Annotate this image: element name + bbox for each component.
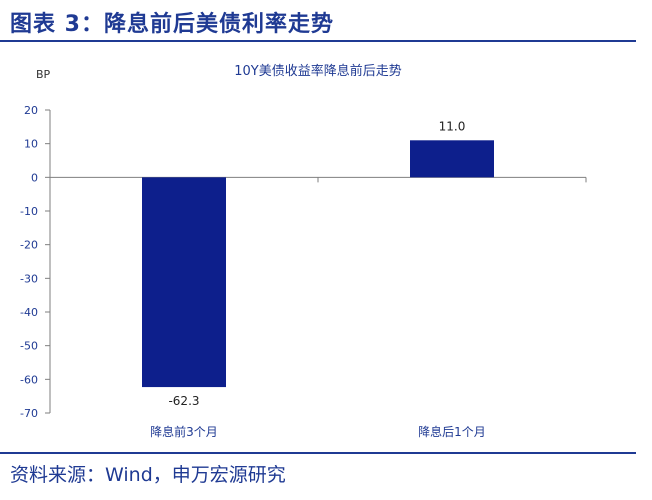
chart-title: 10Y美债收益率降息前后走势 (234, 63, 401, 79)
y-tick-label: -10 (20, 205, 38, 218)
y-tick-label: -70 (20, 407, 38, 420)
source-note: 资料来源：Wind，申万宏源研究 (10, 464, 286, 486)
y-tick-label: -40 (20, 306, 38, 319)
data-label: 11.0 (439, 119, 466, 133)
y-tick-label: -60 (20, 373, 38, 386)
y-tick-label: 10 (24, 138, 38, 151)
y-tick-label: -50 (20, 340, 38, 353)
figure-title: 图表 3：降息前后美债利率走势 (10, 12, 334, 37)
bar (410, 140, 494, 178)
bar-chart: 10Y美债收益率降息前后走势 BP 20 10 0 -10 -20 -30 -40 -50 -60 -… (20, 63, 587, 439)
bar (142, 177, 226, 388)
y-tick-label: 20 (24, 104, 38, 117)
header-rule (0, 40, 636, 42)
y-tick-label: 0 (31, 171, 38, 184)
footer-rule (0, 452, 636, 454)
figure-header: 图表 3：降息前后美债利率走势 (0, 0, 652, 44)
y-axis-label: BP (36, 68, 51, 81)
chart-area: 10Y美债收益率降息前后走势 BP 20 10 0 -10 -20 -30 -40 -50 -60 -… (0, 44, 652, 450)
y-tick-label: -30 (20, 272, 38, 285)
x-tick-label: 降息前3个月 (150, 424, 218, 439)
x-tick-label: 降息后1个月 (418, 424, 486, 439)
y-tick-label: -20 (20, 239, 38, 252)
data-label: -62.3 (168, 394, 199, 408)
